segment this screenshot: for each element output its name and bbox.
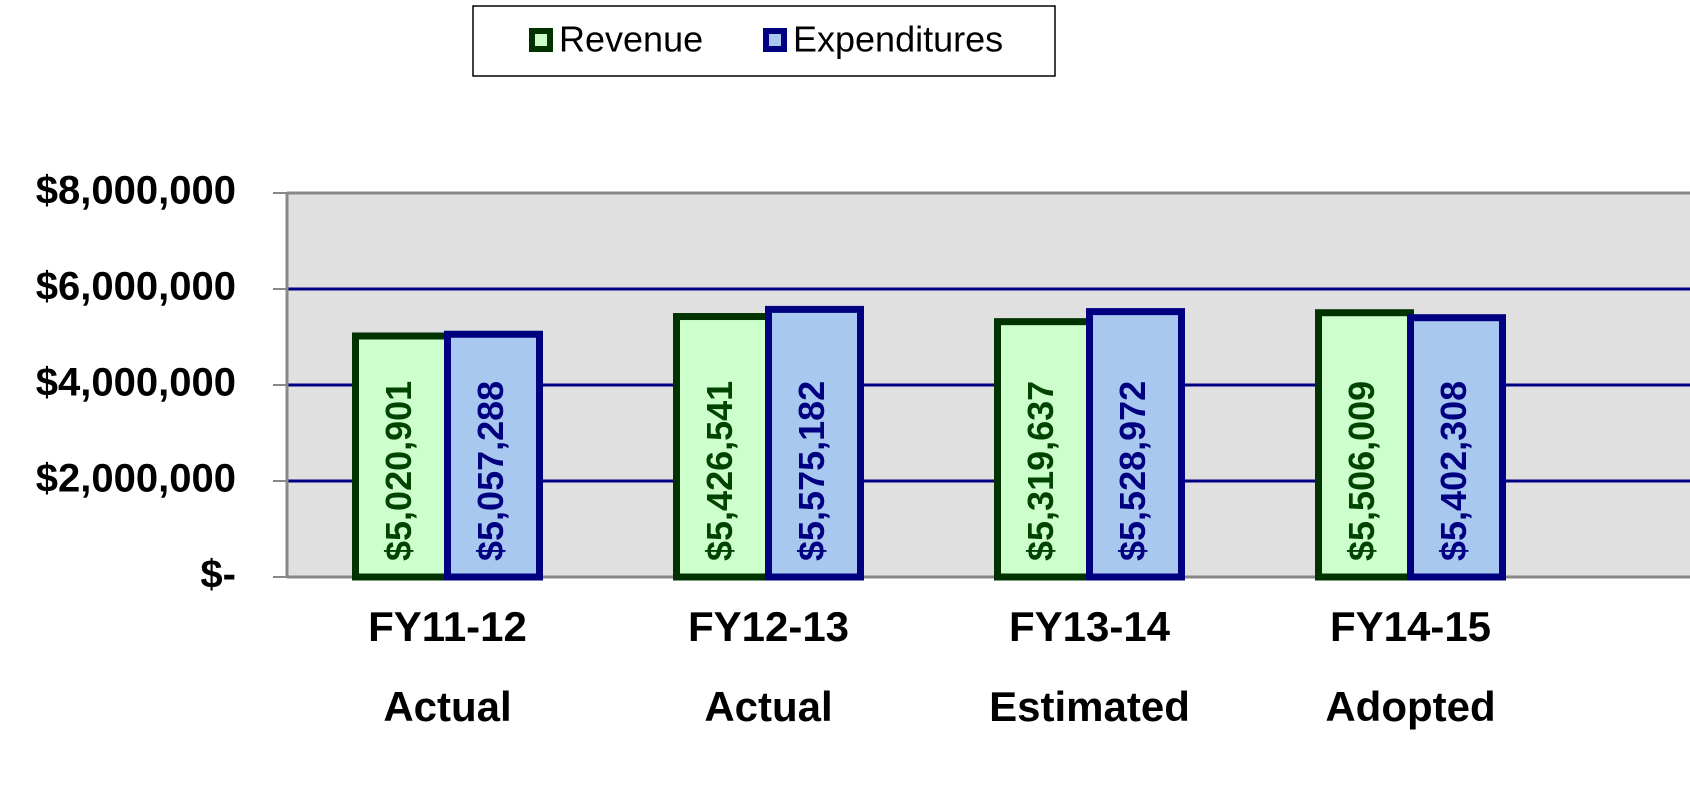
x-tick-label: FY11-12	[368, 603, 527, 650]
x-tick-label: Estimated	[989, 683, 1190, 730]
value-label: $5,402,308	[1433, 381, 1474, 561]
bar	[1407, 314, 1506, 581]
legend-swatch	[529, 28, 553, 52]
value-label: $5,506,009	[1341, 381, 1382, 561]
value-label: $5,057,288	[470, 381, 511, 561]
y-tick-label: $6,000,000	[36, 265, 236, 309]
x-tick-label: FY12-13	[688, 603, 849, 650]
value-label: $5,575,182	[791, 381, 832, 561]
x-tick-label: Adopted	[1325, 683, 1495, 730]
x-tick-label: Actual	[383, 683, 511, 730]
value-label: $5,319,637	[1020, 381, 1061, 561]
y-tick-label: $2,000,000	[36, 457, 236, 501]
bar	[765, 305, 864, 581]
bar	[1315, 309, 1414, 581]
x-tick-label: FY13-14	[1009, 603, 1171, 650]
bar	[1086, 308, 1185, 581]
x-tick-label: Actual	[704, 683, 832, 730]
bar	[444, 330, 543, 581]
value-label: $5,426,541	[699, 381, 740, 561]
legend-swatch	[763, 28, 787, 52]
value-label: $5,020,901	[378, 381, 419, 561]
y-tick-label: $8,000,000	[36, 169, 236, 213]
value-label: $5,528,972	[1112, 381, 1153, 561]
y-tick-label: $4,000,000	[36, 361, 236, 405]
x-tick-label: FY14-15	[1330, 603, 1491, 650]
y-tick-label: $-	[200, 553, 236, 597]
legend-label: Revenue	[559, 19, 703, 60]
legend-label: Expenditures	[793, 19, 1003, 60]
